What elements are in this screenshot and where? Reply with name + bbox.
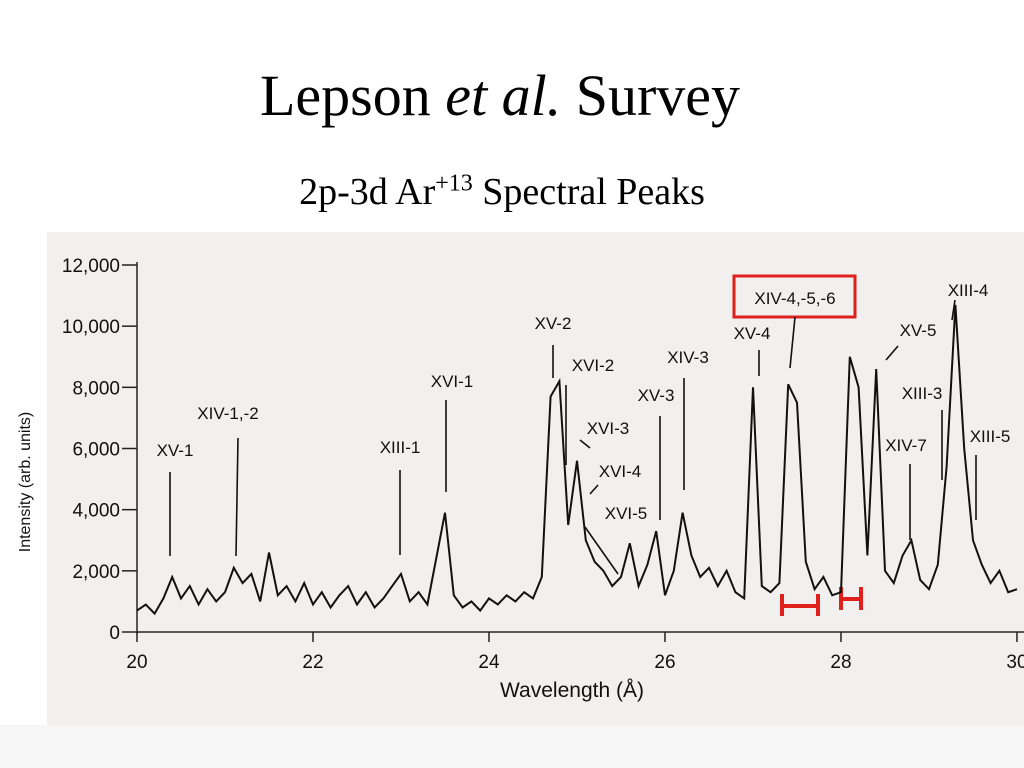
peak-label: XV-5	[900, 321, 937, 340]
y-tick-label: 10,000	[62, 317, 120, 338]
y-tick-label: 4,000	[72, 501, 120, 522]
leader-line	[584, 526, 619, 575]
title-italic: et al.	[445, 63, 562, 128]
peak-label: XIII-1	[380, 438, 421, 457]
peak-label: XIV-4,-5,-6	[754, 289, 835, 308]
x-axis-label: Wavelength (Å)	[500, 679, 644, 702]
peak-label: XVI-2	[572, 356, 615, 375]
peak-label: XV-4	[734, 324, 771, 343]
subtitle-part: 2p-3d Ar	[299, 171, 436, 213]
peak-label: XV-1	[157, 441, 194, 460]
y-tick-label: 8,000	[72, 378, 120, 399]
x-tick-label: 24	[478, 652, 500, 673]
leader-line	[789, 316, 796, 369]
leader-line	[885, 345, 899, 361]
subtitle-part: Spectral Peaks	[472, 171, 705, 213]
x-tick-label: 28	[830, 652, 851, 673]
scan-background	[47, 232, 1024, 725]
title-part: Survey	[561, 63, 741, 128]
leader-line	[579, 439, 591, 449]
peak-label: XIII-4	[948, 281, 989, 300]
y-axis-label: Intensity (arb. units)	[17, 412, 34, 553]
y-tick-label: 0	[109, 623, 120, 644]
peak-label: XVI-4	[599, 462, 642, 481]
title-part: Lepson	[259, 63, 446, 128]
subtitle-superscript: +13	[435, 170, 473, 197]
peak-label: XIV-7	[885, 436, 927, 455]
peak-label: XVI-3	[587, 419, 630, 438]
leader-line	[235, 437, 239, 557]
peak-label: XVI-5	[605, 504, 648, 523]
peak-label: XIV-3	[667, 348, 709, 367]
spectrum-line	[136, 304, 1018, 616]
peak-label: XVI-1	[431, 372, 474, 391]
x-tick-label: 30	[1006, 652, 1024, 673]
red-markers	[780, 587, 863, 616]
peak-label: XV-3	[638, 386, 675, 405]
peak-label: XIV-1,-2	[197, 404, 258, 423]
y-tick-label: 12,000	[62, 256, 120, 277]
x-tick-label: 26	[654, 652, 675, 673]
leader-line	[951, 299, 956, 321]
x-tick-label: 20	[126, 652, 147, 673]
leader-line	[589, 484, 599, 495]
slide-subtitle: 2p-3d Ar+13 Spectral Peaks	[0, 170, 1004, 214]
peak-label: XV-2	[535, 314, 572, 333]
peak-label: XIII-5	[970, 427, 1011, 446]
peak-label: XIII-3	[902, 384, 943, 403]
slide-title: Lepson et al. Survey	[0, 62, 1000, 129]
y-tick-label: 6,000	[72, 440, 120, 461]
scan-edge	[0, 725, 1024, 768]
y-tick-label: 2,000	[72, 562, 120, 583]
x-tick-label: 22	[302, 652, 323, 673]
